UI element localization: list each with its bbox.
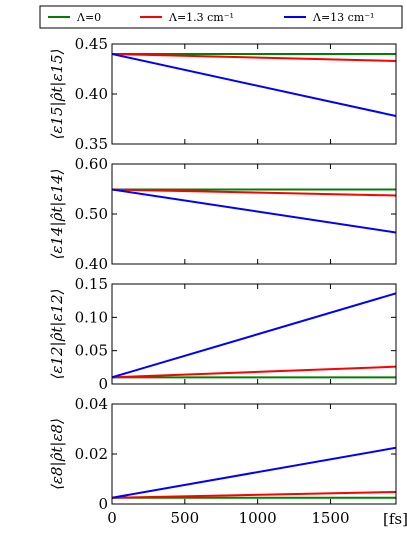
series-line-3	[112, 292, 396, 379]
legend: Λ=0 Λ=1.3 cm⁻¹ Λ=13 cm⁻¹	[39, 5, 403, 29]
series-line-2	[112, 365, 396, 379]
panel-3: 0 0.05 0.10 0.15 ⟨ε12|ρ̂t|ε12⟩	[48, 275, 397, 393]
y-axis-label: ⟨ε15|ρ̂t|ε15⟩	[48, 49, 66, 140]
y-axis-label: ⟨ε14|ρ̂t|ε14⟩	[48, 169, 66, 260]
y-tick-label: 0.40	[75, 255, 108, 273]
x-axis-unit-label: [fs]	[383, 510, 407, 528]
panel-1: 0.35 0.40 0.45 ⟨ε15|ρ̂t|ε15⟩	[48, 35, 397, 153]
series-line-2	[112, 491, 396, 499]
series-line-3	[112, 53, 396, 117]
panel-4: 0 0.02 0.04 0 500 1000 1500 [fs] ⟨ε8|ρ̂t|ε8⟩	[48, 395, 407, 528]
y-axis-label: ⟨ε12|ρ̂t|ε12⟩	[48, 289, 66, 380]
y-tick-label: 0.05	[75, 342, 108, 360]
series-line-3	[112, 446, 396, 499]
legend-box	[39, 5, 403, 29]
y-tick-label: 0.02	[75, 445, 108, 463]
axes-frame	[111, 163, 397, 265]
panel-2: 0.40 0.50 0.60 ⟨ε14|ρ̂t|ε14⟩	[48, 155, 397, 273]
x-tick-label: 0	[107, 509, 117, 527]
y-tick-label: 0.50	[75, 205, 108, 223]
y-tick-label: 0.45	[75, 35, 108, 53]
y-tick-label: 0.40	[75, 85, 108, 103]
y-tick-label: 0	[98, 375, 108, 393]
y-tick-label: 0.60	[75, 155, 108, 173]
x-tick-label: 1500	[311, 509, 349, 527]
series-line-2	[112, 53, 396, 62]
y-tick-label: 0.15	[75, 275, 108, 293]
y-tick-label: 0.04	[75, 395, 108, 413]
axes-frame	[111, 283, 397, 385]
series-line-3	[112, 188, 396, 234]
legend-label: Λ=13 cm⁻¹	[312, 11, 374, 24]
axes-frame	[111, 403, 397, 505]
y-tick-label: 0	[98, 495, 108, 513]
legend-label: Λ=1.3 cm⁻¹	[168, 11, 234, 24]
series-line-2	[112, 188, 396, 197]
legend-label: Λ=0	[76, 11, 101, 24]
x-tick-label: 500	[171, 509, 200, 527]
x-tick-label: 1000	[239, 509, 277, 527]
y-tick-label: 0.35	[75, 135, 108, 153]
y-axis-label: ⟨ε8|ρ̂t|ε8⟩	[48, 418, 66, 490]
y-tick-label: 0.10	[75, 308, 108, 326]
